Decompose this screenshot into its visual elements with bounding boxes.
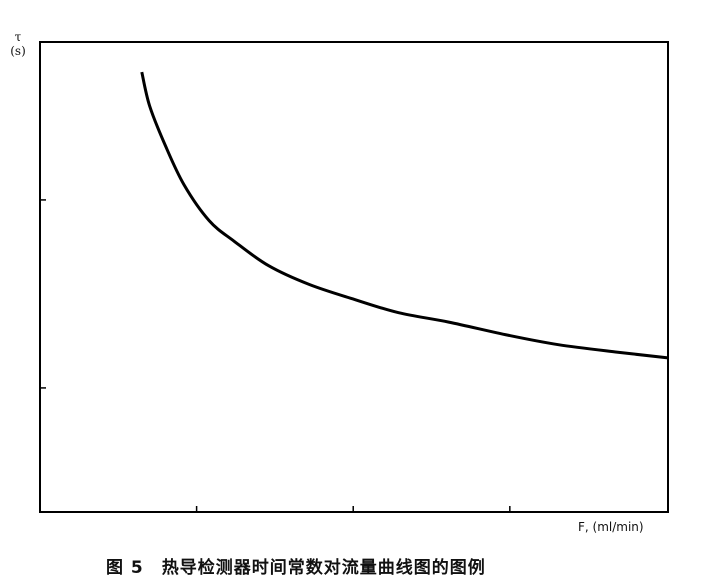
figure-caption: 图 5 热导检测器时间常数对流量曲线图的图例 <box>106 558 486 578</box>
series-line <box>140 71 669 360</box>
y-axis-label: τ (s) <box>6 30 30 58</box>
y-axis-symbol: τ <box>14 30 22 44</box>
x-axis-label: F, (ml/min) <box>578 520 644 534</box>
plot-frame <box>39 41 669 513</box>
y-axis-unit: (s) <box>10 44 26 58</box>
